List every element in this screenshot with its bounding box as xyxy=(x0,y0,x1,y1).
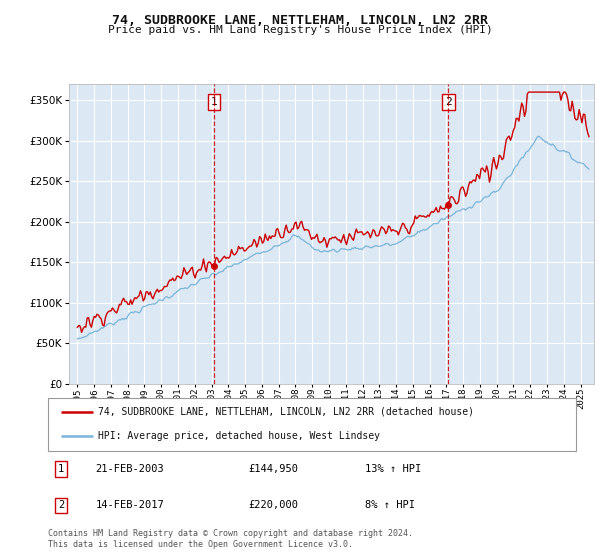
Text: 74, SUDBROOKE LANE, NETTLEHAM, LINCOLN, LN2 2RR: 74, SUDBROOKE LANE, NETTLEHAM, LINCOLN, … xyxy=(112,14,488,27)
Text: Contains HM Land Registry data © Crown copyright and database right 2024.
This d: Contains HM Land Registry data © Crown c… xyxy=(48,529,413,549)
Text: 2: 2 xyxy=(58,501,64,510)
Text: 14-FEB-2017: 14-FEB-2017 xyxy=(95,501,164,510)
Text: 74, SUDBROOKE LANE, NETTLEHAM, LINCOLN, LN2 2RR (detached house): 74, SUDBROOKE LANE, NETTLEHAM, LINCOLN, … xyxy=(98,407,474,417)
Text: 8% ↑ HPI: 8% ↑ HPI xyxy=(365,501,415,510)
Text: £144,950: £144,950 xyxy=(248,464,299,474)
FancyBboxPatch shape xyxy=(48,398,576,451)
Text: 13% ↑ HPI: 13% ↑ HPI xyxy=(365,464,421,474)
Text: 1: 1 xyxy=(211,97,217,107)
Text: 2: 2 xyxy=(445,97,452,107)
Text: £220,000: £220,000 xyxy=(248,501,299,510)
Text: 1: 1 xyxy=(58,464,64,474)
Text: HPI: Average price, detached house, West Lindsey: HPI: Average price, detached house, West… xyxy=(98,431,380,441)
Text: 21-FEB-2003: 21-FEB-2003 xyxy=(95,464,164,474)
Text: Price paid vs. HM Land Registry's House Price Index (HPI): Price paid vs. HM Land Registry's House … xyxy=(107,25,493,35)
